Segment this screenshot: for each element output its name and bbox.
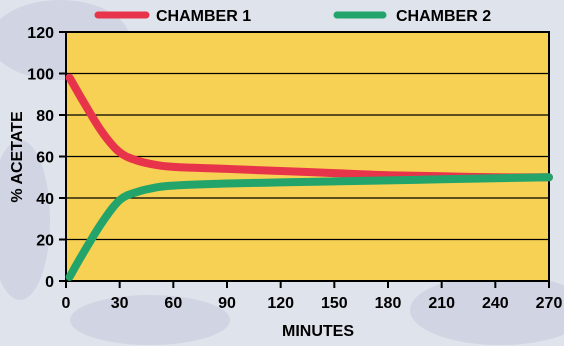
- x-tick-label: 270: [536, 295, 563, 312]
- x-tick-label: 210: [428, 295, 455, 312]
- y-tick-label: 0: [45, 274, 54, 291]
- x-axis-title: MINUTES: [282, 323, 354, 340]
- legend: CHAMBER 1 CHAMBER 2: [94, 8, 491, 25]
- x-tick-label: 0: [62, 295, 71, 312]
- series-line-chamber-2: [65, 173, 553, 281]
- y-axis-ticks: 0 20 40 60 80 100 120: [27, 25, 66, 291]
- legend-label-chamber-1: CHAMBER 1: [156, 8, 251, 25]
- y-tick-label: 20: [36, 233, 54, 250]
- x-tick-label: 240: [482, 295, 509, 312]
- y-tick-label: 100: [27, 67, 54, 84]
- y-tick-label: 120: [27, 25, 54, 42]
- y-axis-title: % ACETATE: [9, 111, 26, 203]
- x-tick-label: 180: [375, 295, 402, 312]
- legend-label-chamber-2: CHAMBER 2: [396, 8, 491, 25]
- gridlines: [66, 72, 549, 241]
- series-lines: [65, 73, 553, 281]
- y-tick-label: 40: [36, 191, 54, 208]
- x-tick-label: 90: [218, 295, 236, 312]
- x-tick-label: 30: [111, 295, 129, 312]
- x-tick-label: 150: [321, 295, 348, 312]
- y-tick-label: 60: [36, 150, 54, 167]
- x-axis-ticks: 0 30 60 90 120 150 180 210 240 270: [62, 281, 563, 312]
- x-tick-label: 60: [164, 295, 182, 312]
- x-tick-label: 120: [267, 295, 294, 312]
- y-tick-label: 80: [36, 108, 54, 125]
